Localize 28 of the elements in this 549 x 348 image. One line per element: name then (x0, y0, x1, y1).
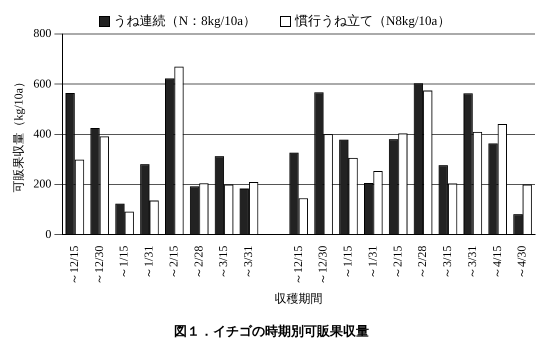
y-axis-title: 可販果収量（kg/10a） (11, 76, 26, 193)
x-tick-label: ～3/31 (241, 246, 256, 280)
x-tick-label: ～2/15 (390, 246, 404, 280)
x-tick-label: ～2/28 (415, 246, 430, 280)
x-tick-label: ～1/15 (116, 246, 131, 280)
x-tick-label: ～12/15 (290, 246, 305, 286)
x-tick-label: ～2/28 (191, 246, 206, 280)
y-tick-label: 800 (33, 26, 52, 40)
x-tick-label: ～1/15 (340, 246, 355, 280)
legend-label: 慣行うね立て（N8kg/10a） (295, 12, 450, 30)
x-tick-label: ～12/30 (316, 246, 330, 286)
text: 図１．イチゴの時期別可販果収量 (174, 324, 369, 339)
x-tick-label: ～1/31 (142, 246, 156, 280)
x-tick-label: ～1/31 (365, 246, 380, 280)
legend-label: うね連続（N：8kg/10a） (114, 12, 256, 30)
y-tick-label: 400 (33, 126, 52, 140)
x-tick-label: ～12/30 (92, 246, 106, 286)
x-tick-label: ～2/15 (166, 246, 180, 280)
x-tick-label: ～3/15 (216, 246, 230, 280)
x-tick-label: ～3/15 (440, 246, 454, 280)
x-tick-label: ～3/31 (464, 246, 479, 280)
y-tick-label: 0 (45, 226, 52, 241)
x-axis-title: 収穫期間 (274, 291, 323, 306)
x-tick-label: ～4/30 (514, 246, 529, 280)
y-tick-label: 600 (33, 76, 52, 90)
y-tick-label: 200 (33, 176, 52, 191)
x-tick-label: ～4/15 (490, 246, 504, 280)
x-tick-label: ～12/15 (66, 246, 81, 286)
